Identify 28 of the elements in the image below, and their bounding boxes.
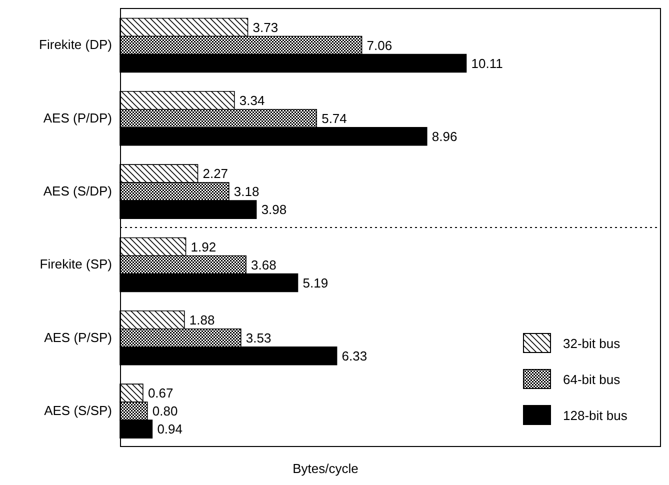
- data-label: 5.19: [302, 275, 328, 290]
- y-tick-label: AES (S/SP): [44, 403, 112, 418]
- legend-label: 32-bit bus: [563, 336, 620, 350]
- data-label: 7.06: [366, 38, 392, 53]
- data-label: 3.18: [234, 184, 260, 200]
- y-tick-label: AES (S/DP): [43, 184, 112, 199]
- data-label: 0.94: [157, 422, 183, 437]
- legend-label: 64-bit bus: [563, 372, 620, 386]
- data-label: 8.96: [432, 128, 458, 144]
- data-label: 2.27: [202, 166, 228, 182]
- y-tick-label: AES (P/SP): [44, 330, 112, 345]
- x-axis-title: Bytes/cycle: [292, 461, 358, 476]
- data-label: 3.53: [246, 330, 272, 346]
- data-label: 1.88: [189, 312, 215, 328]
- data-label: 3.34: [239, 92, 265, 108]
- data-label: 0.67: [148, 386, 174, 401]
- legend-label: 128-bit bus: [563, 408, 628, 422]
- data-label: 0.80: [152, 404, 178, 419]
- data-label: 1.92: [190, 239, 216, 254]
- y-tick-label: Firekite (SP): [40, 256, 112, 272]
- y-tick-label: Firekite (DP): [39, 37, 112, 52]
- data-label: 6.33: [342, 348, 368, 364]
- data-label: 5.74: [322, 110, 347, 126]
- data-label: 10.11: [471, 56, 503, 71]
- y-tick-label: AES (P/DP): [43, 110, 112, 126]
- data-label: 3.98: [261, 202, 287, 218]
- data-label: 3.73: [252, 20, 278, 35]
- data-label: 3.68: [251, 257, 276, 272]
